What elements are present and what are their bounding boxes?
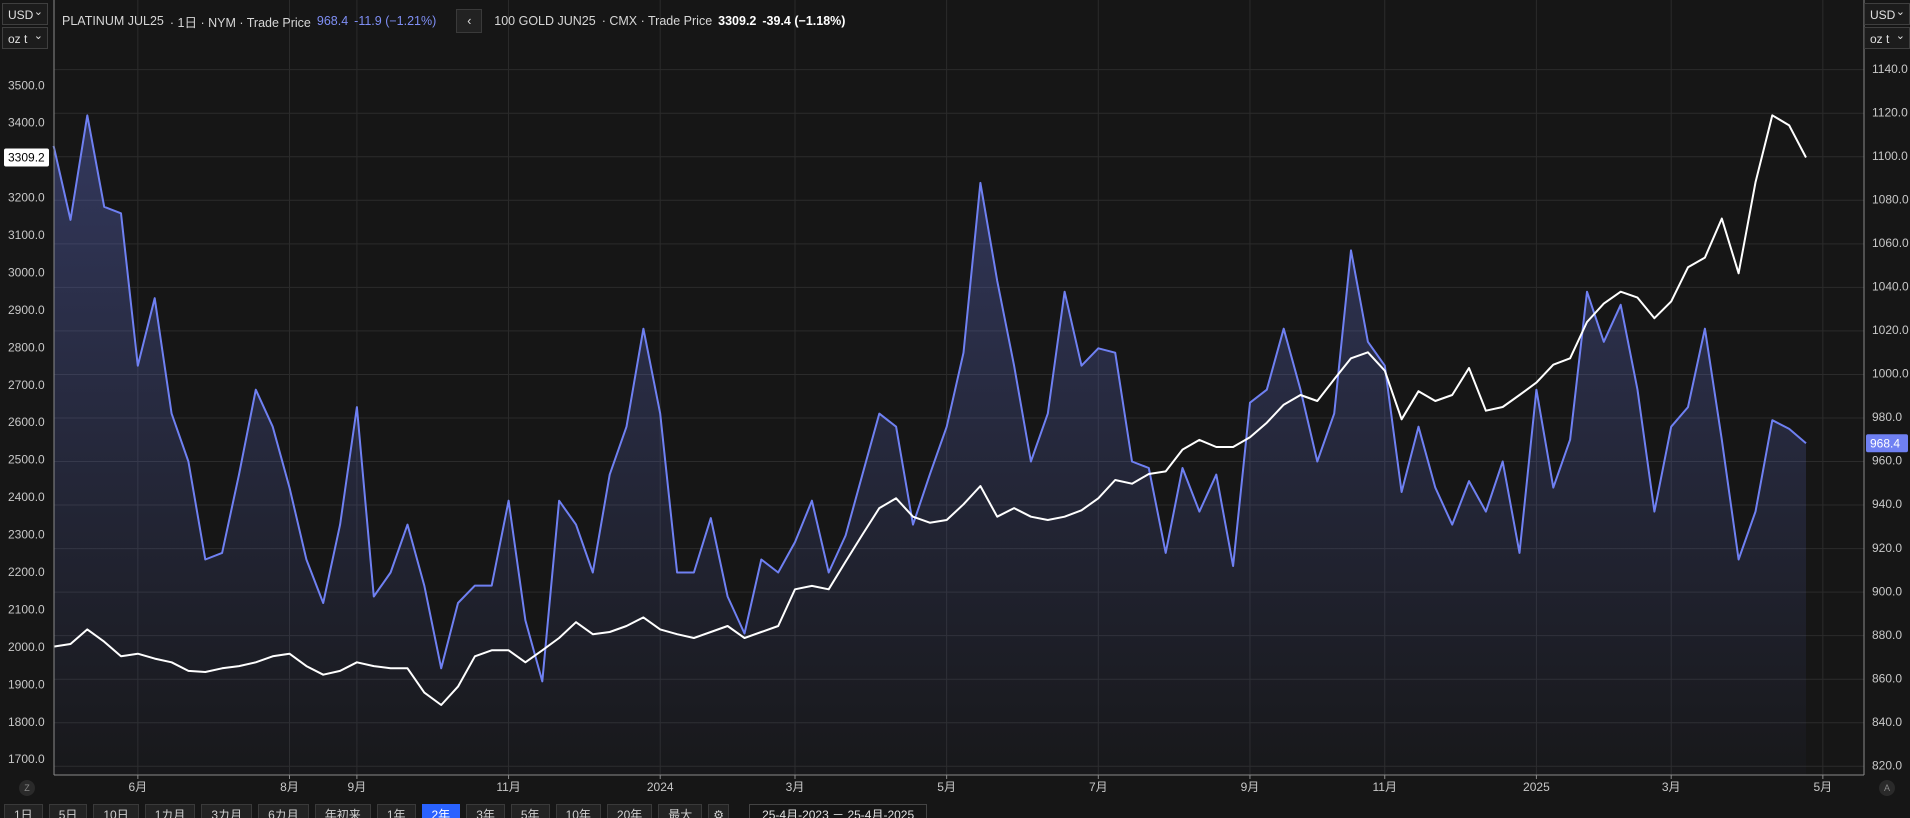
range-button[interactable]: 10年 [555, 804, 601, 818]
y-tick-label: 2300.0 [8, 528, 45, 542]
y-tick-label: 2000.0 [8, 640, 45, 654]
series-line [52, 114, 1807, 683]
series-line [53, 114, 1807, 706]
settings-button[interactable]: ⚙ [708, 804, 730, 818]
price-change: -39.4 (−1.18%) [762, 14, 846, 28]
x-tick-label: 5月 [937, 780, 956, 794]
y-tick-label: 2900.0 [8, 303, 45, 317]
x-tick-label: 6月 [129, 780, 148, 794]
range-button[interactable]: 10日 [93, 804, 139, 818]
x-tick-label: 5月 [1814, 780, 1833, 794]
x-tick-label: 3月 [1662, 780, 1681, 794]
range-button[interactable]: 3年 [466, 804, 505, 818]
range-button[interactable]: 最大 [658, 804, 703, 818]
y-tick-label: 3500.0 [8, 78, 45, 92]
y2-tick-label: 960.0 [1872, 454, 1902, 468]
y2-tick-label: 840.0 [1872, 715, 1902, 729]
series-name: PLATINUM JUL25 [62, 14, 164, 28]
y-tick-label: 2700.0 [8, 378, 45, 392]
range-button[interactable]: 1カ月 [144, 804, 196, 818]
series-meta: · CMX · Trade Price [601, 14, 713, 28]
y2-tick-label: 1100.0 [1872, 149, 1908, 163]
log-toggle[interactable]: Z [19, 780, 35, 796]
y2-tick-label: 820.0 [1872, 758, 1902, 772]
range-button[interactable]: 1年 [376, 804, 416, 818]
y-tick-label: 2100.0 [8, 602, 45, 616]
auto-toggle[interactable]: A [1879, 780, 1895, 796]
x-tick-label: 2025 [1523, 780, 1550, 794]
range-button[interactable]: 20年 [606, 804, 653, 818]
axes: 1700.0 1800.0 1900.0 2000.0 2100.0 2200.0 2300… [4, 62, 1909, 794]
y-tick-label: 2200.0 [8, 565, 45, 579]
y-tick-label: 2500.0 [8, 453, 45, 467]
y2-tick-label: 1120.0 [1872, 105, 1908, 119]
x-tick-label: 2024 [647, 780, 674, 794]
y2-tick-label: 1140.0 [1872, 62, 1908, 76]
y2-tick-label: 860.0 [1872, 671, 1902, 685]
y-tick-label: 1700.0 [8, 752, 45, 766]
collapse-button[interactable]: ‹ [456, 9, 483, 33]
y2-tick-label: 1000.0 [1872, 367, 1909, 381]
range-button[interactable]: 6カ月 [258, 804, 309, 818]
y-tick-label: 2400.0 [8, 490, 45, 504]
currency-select[interactable]: USD [1864, 1, 1910, 25]
y2-tick-label: 1060.0 [1872, 236, 1909, 250]
unit-select[interactable]: oz t [2, 25, 48, 49]
price-badge-label: 3309.2 [8, 151, 45, 165]
plot [52, 114, 1807, 775]
price-badge [4, 148, 49, 167]
y2-tick-label: 1040.0 [1872, 280, 1909, 294]
y-tick-label: 3000.0 [8, 265, 45, 279]
y2-tick-label: 1080.0 [1872, 192, 1909, 206]
x-tick-label: 11月 [496, 780, 520, 794]
price-badge-label: 968.4 [1870, 436, 1900, 450]
y-tick-label: 3400.0 [8, 116, 45, 130]
range-button[interactable]: 2年 [421, 804, 461, 818]
y-tick-label: 3200.0 [8, 191, 45, 205]
x-tick-label: 7月 [1089, 780, 1108, 794]
y2-tick-label: 880.0 [1872, 628, 1902, 642]
y2-tick-label: 1020.0 [1872, 323, 1909, 337]
x-tick-label: 11月 [1373, 780, 1397, 794]
y-tick-label: 2600.0 [8, 415, 45, 429]
range-button[interactable]: 1日 [4, 804, 43, 818]
series-meta: · 1日 · NYM · Trade Price [169, 15, 311, 30]
date-range[interactable]: 25-4月-2023 － 25-4月-2025 [749, 804, 928, 818]
range-button[interactable]: 3カ月 [201, 804, 253, 818]
y2-tick-label: 900.0 [1872, 584, 1902, 598]
range-button[interactable]: 5日 [48, 804, 88, 818]
legend-header: PLATINUM JUL25 · 1日 · NYM · Trade Price … [62, 9, 845, 33]
x-tick-label: 8月 [280, 780, 299, 794]
last-price: 3309.2 [718, 14, 757, 28]
y-tick-label: 3100.0 [8, 228, 45, 242]
y2-tick-label: 920.0 [1872, 541, 1902, 555]
price-badge [1866, 434, 1908, 453]
y2-tick-label: 940.0 [1872, 497, 1902, 511]
x-tick-label: 9月 [1241, 780, 1260, 794]
y-tick-label: 1800.0 [8, 715, 45, 729]
price-change: -11.9 (−1.21%) [354, 14, 437, 28]
y-tick-label: 2800.0 [8, 340, 45, 354]
y-tick-label: 1900.0 [8, 677, 45, 691]
area-fill [53, 115, 1807, 775]
y2-tick-label: 980.0 [1872, 410, 1902, 424]
series-name: 100 GOLD JUN25 [494, 14, 596, 28]
x-tick-label: 3月 [786, 780, 805, 794]
last-price: 968.4 [316, 14, 349, 28]
x-tick-label: 9月 [348, 780, 367, 794]
currency-select[interactable]: USD [2, 1, 48, 25]
range-button[interactable]: 5年 [510, 804, 550, 818]
range-button[interactable]: 年初来 [314, 804, 371, 818]
unit-select[interactable]: oz t [1864, 25, 1910, 49]
range-toolbar: 1日 5日 10日 1カ月 3カ月 6カ月 年初来 1年 2年 3年 5年 10年 20年 最大 ⚙ 25-4… [4, 804, 928, 818]
